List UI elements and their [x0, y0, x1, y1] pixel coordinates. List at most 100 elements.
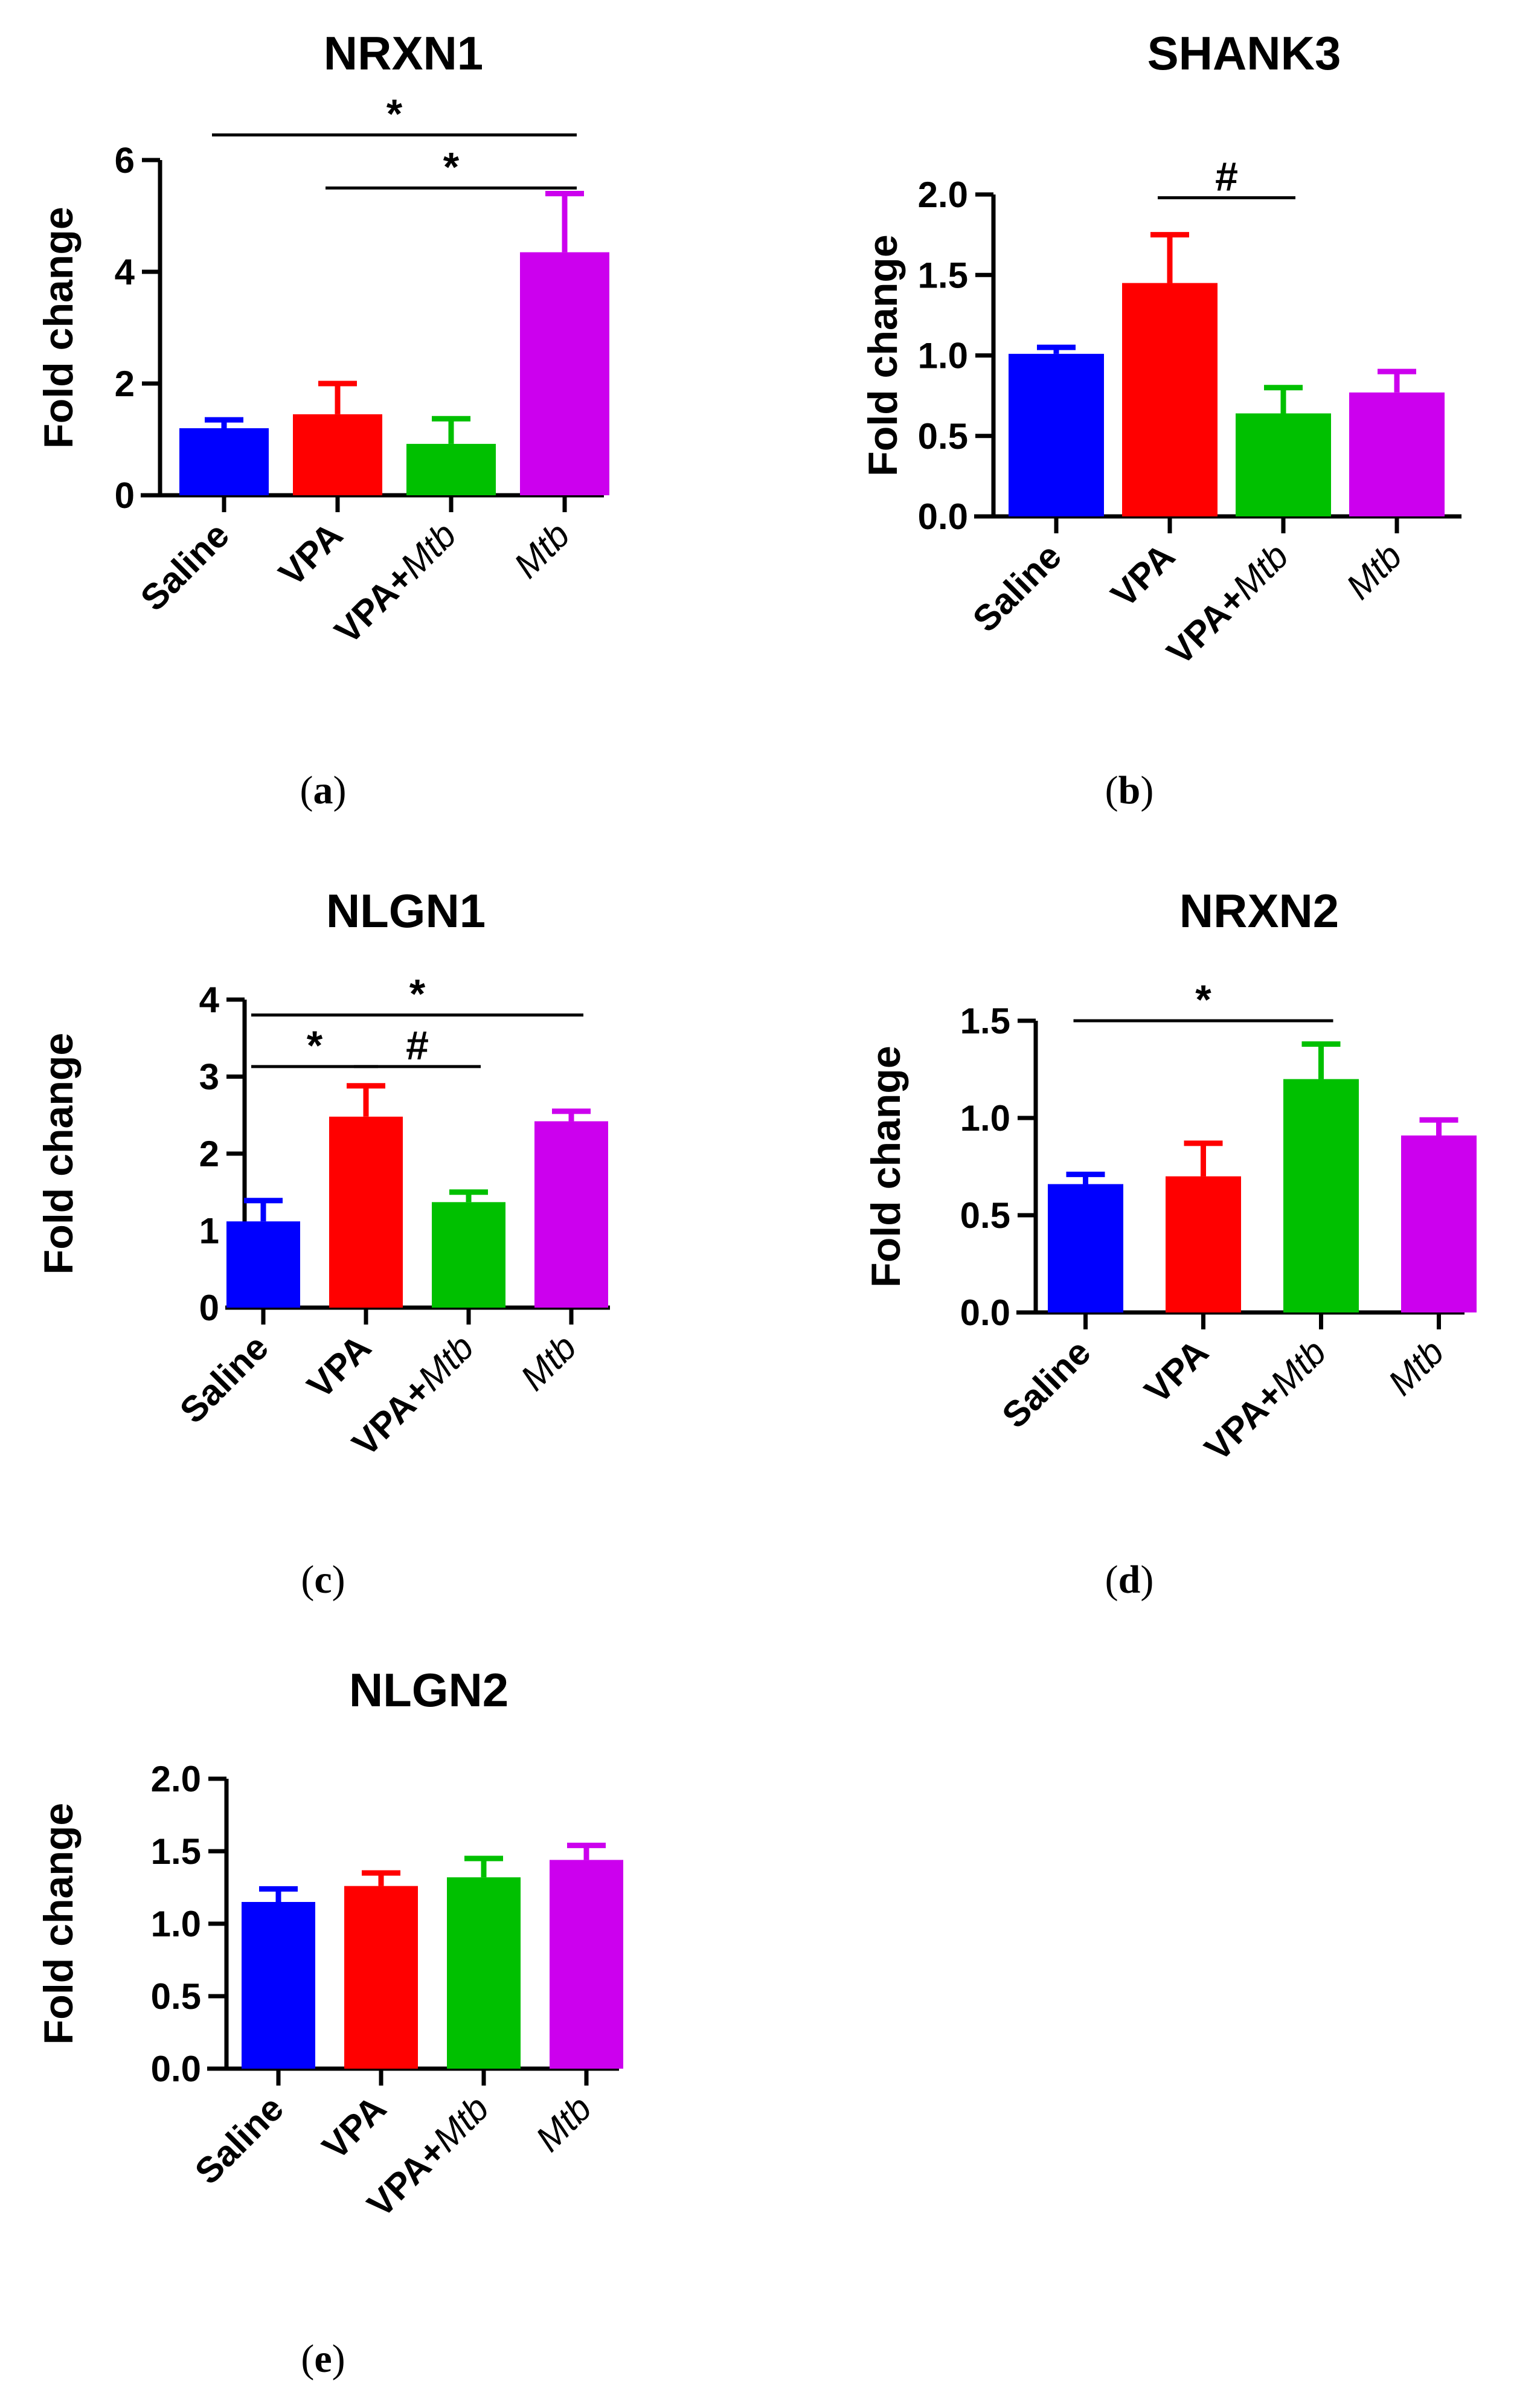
bar [1122, 283, 1218, 516]
bar [406, 443, 496, 495]
panel-b-shank3: SHANK3 (b) Fold change 0.0 0.5 1.0 1.5 2.0 Sal… [860, 27, 1461, 812]
bar [520, 252, 609, 495]
x-tick-label: VPA+Mtb [327, 515, 464, 652]
y-axis-label: Fold change [863, 1046, 909, 1287]
error-bar [464, 1855, 503, 1878]
error-bar [545, 191, 584, 252]
y-tick-label: 0.5 [918, 416, 968, 457]
y-tick-label: 1.0 [960, 1098, 1010, 1139]
bar [293, 414, 382, 495]
error-bar [244, 1198, 283, 1222]
x-tick-label: VPA [315, 2088, 394, 2167]
y-tick-label: 2.0 [151, 1759, 201, 1799]
error-bar [1037, 344, 1076, 354]
bar [534, 1121, 608, 1308]
bar [1009, 353, 1104, 516]
bar [1283, 1079, 1359, 1312]
y-axis-label: Fold change [860, 234, 906, 476]
error-bar [449, 1189, 488, 1203]
significance-symbol: # [406, 1023, 429, 1068]
error-bar [362, 1870, 400, 1886]
error-bar [259, 1886, 298, 1902]
x-tick-label: Saline [965, 536, 1069, 640]
error-bar [1150, 232, 1189, 283]
bar [1349, 392, 1445, 516]
bar [344, 1886, 418, 2069]
y-tick-label: 0.0 [918, 496, 968, 537]
error-bar [552, 1108, 591, 1122]
panel-label: (e) [301, 2337, 345, 2381]
significance-marker: * [326, 144, 577, 190]
y-axis-label: Fold change [36, 1033, 82, 1274]
chart-title: NLGN1 [326, 884, 486, 937]
y-tick-label: 0.5 [960, 1195, 1010, 1236]
significance-symbol: # [1215, 153, 1238, 199]
bar [550, 1860, 623, 2069]
x-tick-label: VPA [300, 1327, 379, 1406]
significance-marker: * [251, 1023, 378, 1068]
bar [329, 1116, 403, 1308]
error-bar [347, 1083, 385, 1117]
bar [1166, 1176, 1241, 1312]
y-tick-label: 1.5 [960, 1001, 1010, 1041]
significance-symbol: * [1195, 977, 1211, 1023]
panel-label: (a) [300, 768, 347, 812]
x-tick-label: VPA [1137, 1332, 1216, 1411]
significance-symbol: * [443, 144, 460, 190]
error-bar [1264, 385, 1303, 414]
significance-marker: # [354, 1023, 481, 1068]
y-tick-label: 6 [115, 140, 135, 181]
x-tick-label: VPA+Mtb [1159, 536, 1296, 673]
y-tick-label: 0.0 [151, 2049, 201, 2089]
x-tick-label: VPA [271, 515, 350, 594]
y-tick-label: 1.0 [918, 336, 968, 376]
x-tick-label: VPA+Mtb [1197, 1332, 1334, 1469]
error-bar [1066, 1171, 1105, 1184]
significance-marker: * [212, 91, 577, 137]
error-bar [567, 1842, 606, 1860]
y-tick-label: 1.5 [151, 1831, 201, 1872]
chart-title: NLGN2 [349, 1663, 509, 1717]
chart-title: NRXN2 [1179, 884, 1339, 937]
y-tick-label: 0 [115, 475, 135, 516]
chart-title: NRXN1 [324, 27, 483, 80]
x-tick-label: Saline [187, 2088, 291, 2192]
y-tick-label: 1 [199, 1211, 219, 1251]
panel-label: (d) [1105, 1558, 1154, 1602]
y-tick-label: 2 [199, 1134, 219, 1174]
significance-marker: * [251, 971, 583, 1017]
panel-label: (c) [301, 1558, 345, 1602]
y-tick-label: 1.0 [151, 1904, 201, 1944]
error-bar [205, 417, 243, 428]
bar [179, 428, 269, 495]
bar [1048, 1184, 1123, 1312]
y-tick-label: 0.0 [960, 1293, 1010, 1333]
panel-label: (b) [1105, 768, 1154, 812]
significance-marker: * [1073, 977, 1333, 1023]
error-bar [1378, 368, 1416, 393]
error-bar [318, 381, 357, 414]
significance-symbol: * [307, 1023, 323, 1068]
error-bar [1184, 1140, 1223, 1177]
panel-a-nrxn1: NRXN1 (a) Fold change 0 2 4 6 Saline VPAVPA+Mt… [36, 27, 609, 812]
y-tick-label: 2 [115, 364, 135, 404]
significance-symbol: * [409, 971, 426, 1017]
x-tick-label: Mtb [1381, 1332, 1452, 1403]
x-tick-label: Saline [133, 515, 237, 618]
panel-e-nlgn2: NLGN2 (e) Fold change 0.0 0.5 1.0 1.5 2.0 Sali… [36, 1663, 623, 2381]
x-tick-label: Mtb [1338, 536, 1410, 607]
y-tick-label: 3 [199, 1057, 219, 1097]
error-bar [432, 416, 470, 444]
y-tick-label: 4 [199, 980, 220, 1020]
x-tick-label: Saline [994, 1332, 1098, 1436]
panel-d-nrxn2: NRXN2 (d) Fold change 0.0 0.5 1.0 1.5 Saline V… [863, 884, 1477, 1602]
x-tick-label: Mtb [528, 2088, 599, 2159]
x-tick-label: Mtb [513, 1327, 584, 1398]
error-bar [1419, 1117, 1458, 1135]
significance-marker: # [1158, 153, 1295, 199]
bar [242, 1902, 315, 2069]
error-bar [1301, 1041, 1341, 1079]
y-tick-label: 2.0 [918, 175, 968, 215]
